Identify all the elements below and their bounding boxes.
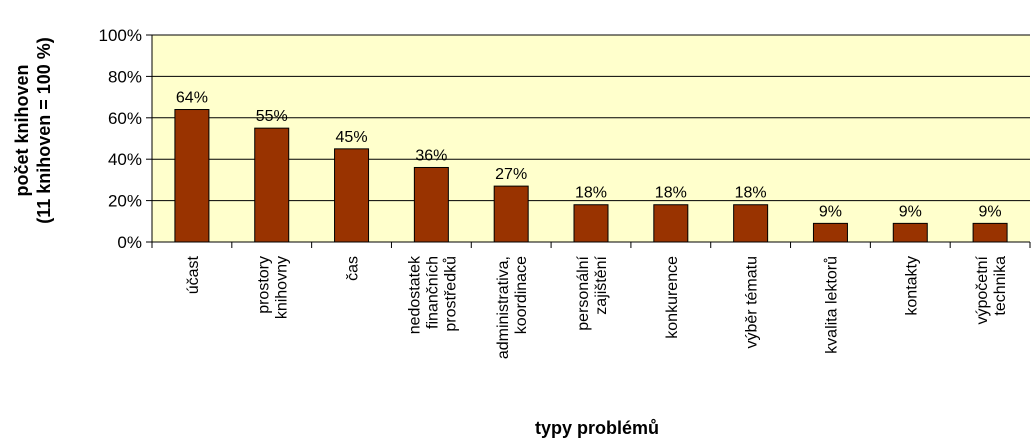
data-label: 18%: [575, 185, 607, 202]
data-label: 64%: [176, 90, 208, 107]
x-category-labels: účast prostory knihovny čas nedostatek finanč…: [185, 255, 1009, 359]
x-category-label: kontakty: [903, 256, 920, 316]
y-axis-title-line: počet knihoven: [12, 64, 32, 196]
data-label: 27%: [495, 166, 527, 183]
y-tick-label: 40%: [108, 150, 142, 169]
data-label: 45%: [336, 129, 368, 146]
data-labels: 64% 55% 45% 36% 27% 18% 18% 18% 9% 9% 9%: [176, 90, 1002, 221]
x-category-label: čas: [345, 256, 362, 281]
y-ticks: 0% 20% 40% 60% 80% 100%: [99, 26, 152, 252]
x-category-label: výběr tématu: [744, 256, 761, 348]
data-label: 36%: [415, 147, 447, 164]
x-category-label: prostory: [256, 256, 273, 314]
data-label: 55%: [256, 108, 288, 125]
y-tick-label: 0%: [117, 233, 142, 252]
data-label: 18%: [735, 185, 767, 202]
bars: [174, 109, 1008, 243]
y-axis-title-line: (11 knihoven = 100 %): [34, 37, 54, 224]
x-category-label: finančních: [424, 256, 441, 329]
bar: [174, 109, 210, 243]
y-tick-label: 80%: [108, 67, 142, 86]
bar: [653, 204, 689, 243]
data-label: 9%: [979, 203, 1002, 220]
bar: [254, 127, 290, 243]
bar: [892, 222, 928, 243]
y-tick-label: 20%: [108, 192, 142, 211]
data-label: 9%: [899, 203, 922, 220]
x-category-label: administrativa,: [495, 256, 512, 359]
x-axis-title: typy problémů: [535, 418, 659, 438]
bar: [972, 222, 1008, 243]
x-category-label: koordinace: [513, 256, 530, 334]
data-label: 18%: [655, 185, 687, 202]
x-category-label: knihovny: [274, 256, 291, 319]
bar: [493, 185, 529, 243]
x-category-label: personální: [575, 255, 592, 330]
x-category-label: kvalita lektorů: [822, 256, 840, 354]
bar: [573, 204, 609, 243]
data-label: 9%: [819, 203, 842, 220]
bar: [812, 222, 848, 243]
x-category-label: účast: [185, 255, 202, 294]
y-tick-label: 100%: [99, 26, 142, 45]
y-tick-label: 60%: [108, 109, 142, 128]
y-axis-title: počet knihoven (11 knihoven = 100 %): [12, 37, 54, 224]
bar: [334, 148, 370, 243]
x-category-label: nedostatek: [406, 255, 423, 334]
x-category-label: technika: [992, 256, 1009, 316]
x-category-label: konkurence: [664, 256, 681, 339]
bar: [733, 204, 769, 243]
x-category-label: prostředků: [441, 256, 459, 332]
bar: [413, 166, 449, 243]
axes: [151, 35, 1031, 248]
x-category-label: výpočetní: [974, 255, 991, 324]
x-category-label: zajištění: [593, 255, 610, 314]
